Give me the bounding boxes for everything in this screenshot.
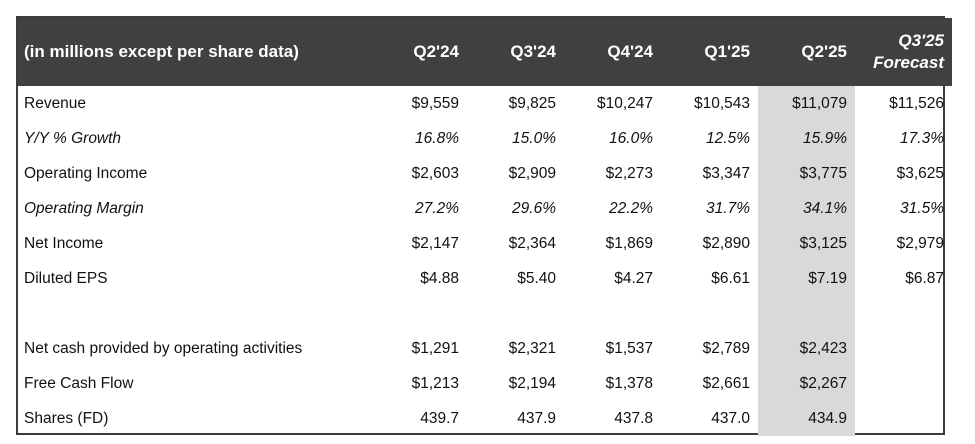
cell-value: 27.2% [415, 199, 459, 217]
cell-value: $6.87 [905, 269, 944, 287]
row-label [18, 296, 370, 331]
cell-value: $3,775 [758, 156, 855, 191]
cell-value [370, 296, 467, 331]
cell-value: $4.27 [614, 269, 653, 287]
cell-value: $6.61 [711, 269, 750, 287]
table-row: Revenue $9,559 $9,825 $10,247 $10,543 $11,079… [18, 86, 952, 121]
cell-value [855, 401, 952, 436]
cell-value: 31.5% [900, 199, 944, 217]
row-label: Diluted EPS [24, 269, 108, 287]
cell-value: $7.19 [758, 261, 855, 296]
cell-value: $2,364 [508, 234, 556, 252]
cell-value: 31.7% [706, 199, 750, 217]
cell-value: 437.8 [614, 409, 653, 427]
cell-value: $11,079 [758, 86, 855, 121]
cell-value: $3,125 [758, 226, 855, 261]
row-label: Net Income [24, 234, 104, 252]
cell-value: $10,543 [693, 94, 750, 112]
cell-value: 15.0% [512, 129, 556, 147]
cell-value: 12.5% [706, 129, 750, 147]
cell-value: $2,603 [411, 164, 459, 182]
cell-value: $2,273 [605, 164, 653, 182]
table-row: Free Cash Flow $1,213 $2,194 $1,378 $2,661 $2… [18, 366, 952, 401]
cell-value [855, 296, 952, 331]
table-row: Net cash provided by operating activitie… [18, 331, 952, 366]
table-row: Operating Margin 27.2% 29.6% 22.2% 31.7% 34.1… [18, 191, 952, 226]
cell-value: $1,378 [605, 374, 653, 392]
table-row: Net Income $2,147 $2,364 $1,869 $2,890 $3,125… [18, 226, 952, 261]
cell-value: $2,789 [702, 339, 750, 357]
table-row: Diluted EPS $4.88 $5.40 $4.27 $6.61 $7.19 $6.8… [18, 261, 952, 296]
cell-value: $3,625 [896, 164, 944, 182]
header-q1-25: Q1'25 [661, 18, 758, 86]
cell-value: 22.2% [609, 199, 653, 217]
cell-value: 17.3% [900, 129, 944, 147]
cell-value: $2,321 [508, 339, 556, 357]
cell-value: $3,347 [702, 164, 750, 182]
cell-value: 16.8% [415, 129, 459, 147]
row-label: Operating Income [24, 164, 148, 182]
cell-value: 434.9 [758, 401, 855, 436]
header-q2-24: Q2'24 [370, 18, 467, 86]
cell-value: $2,147 [411, 234, 459, 252]
cell-value: $10,247 [596, 94, 653, 112]
cell-value: $1,869 [605, 234, 653, 252]
cell-value: 437.9 [517, 409, 556, 427]
cell-value: 15.9% [758, 121, 855, 156]
cell-value: $1,213 [411, 374, 459, 392]
cell-value: $4.88 [420, 269, 459, 287]
cell-value: $2,194 [508, 374, 556, 392]
cell-value [855, 331, 952, 366]
cell-value: $2,661 [702, 374, 750, 392]
financial-table-frame: (in millions except per share data) Q2'2… [16, 16, 952, 436]
table-row: Shares (FD) 439.7 437.9 437.8 437.0 434.9 [18, 401, 952, 436]
cell-value [855, 366, 952, 401]
spacer-row [18, 296, 952, 331]
header-units-label: (in millions except per share data) [18, 18, 370, 86]
cell-value: $2,267 [758, 366, 855, 401]
cell-value [564, 296, 661, 331]
table-row: Operating Income $2,603 $2,909 $2,273 $3,347… [18, 156, 952, 191]
row-label: Operating Margin [24, 199, 144, 217]
row-label: Y/Y % Growth [24, 129, 122, 147]
cell-value: $2,909 [508, 164, 556, 182]
cell-value [467, 296, 564, 331]
financial-summary-table: (in millions except per share data) Q2'2… [18, 18, 952, 436]
cell-value: $5.40 [517, 269, 556, 287]
cell-value [758, 296, 855, 331]
header-q3-25-forecast: Q3'25 Forecast [855, 18, 952, 86]
cell-value: 437.0 [711, 409, 750, 427]
row-label: Revenue [24, 94, 87, 112]
header-q3-24: Q3'24 [467, 18, 564, 86]
row-label: Free Cash Flow [24, 374, 134, 392]
cell-value [661, 296, 758, 331]
cell-value: 439.7 [420, 409, 459, 427]
cell-value: $9,559 [411, 94, 459, 112]
row-label: Net cash provided by operating activitie… [24, 339, 303, 357]
cell-value: $1,291 [411, 339, 459, 357]
cell-value: $2,423 [758, 331, 855, 366]
cell-value: $2,979 [896, 234, 944, 252]
cell-value: 34.1% [758, 191, 855, 226]
header-q2-25: Q2'25 [758, 18, 855, 86]
cell-value: $2,890 [702, 234, 750, 252]
table-row: Y/Y % Growth 16.8% 15.0% 16.0% 12.5% 15.9% 17.… [18, 121, 952, 156]
table-header-row: (in millions except per share data) Q2'2… [18, 18, 952, 86]
cell-value: $11,526 [889, 94, 944, 112]
cell-value: 29.6% [512, 199, 556, 217]
cell-value: 16.0% [609, 129, 653, 147]
cell-value: $1,537 [605, 339, 653, 357]
row-label: Shares (FD) [24, 409, 109, 427]
header-q4-24: Q4'24 [564, 18, 661, 86]
cell-value: $9,825 [508, 94, 556, 112]
